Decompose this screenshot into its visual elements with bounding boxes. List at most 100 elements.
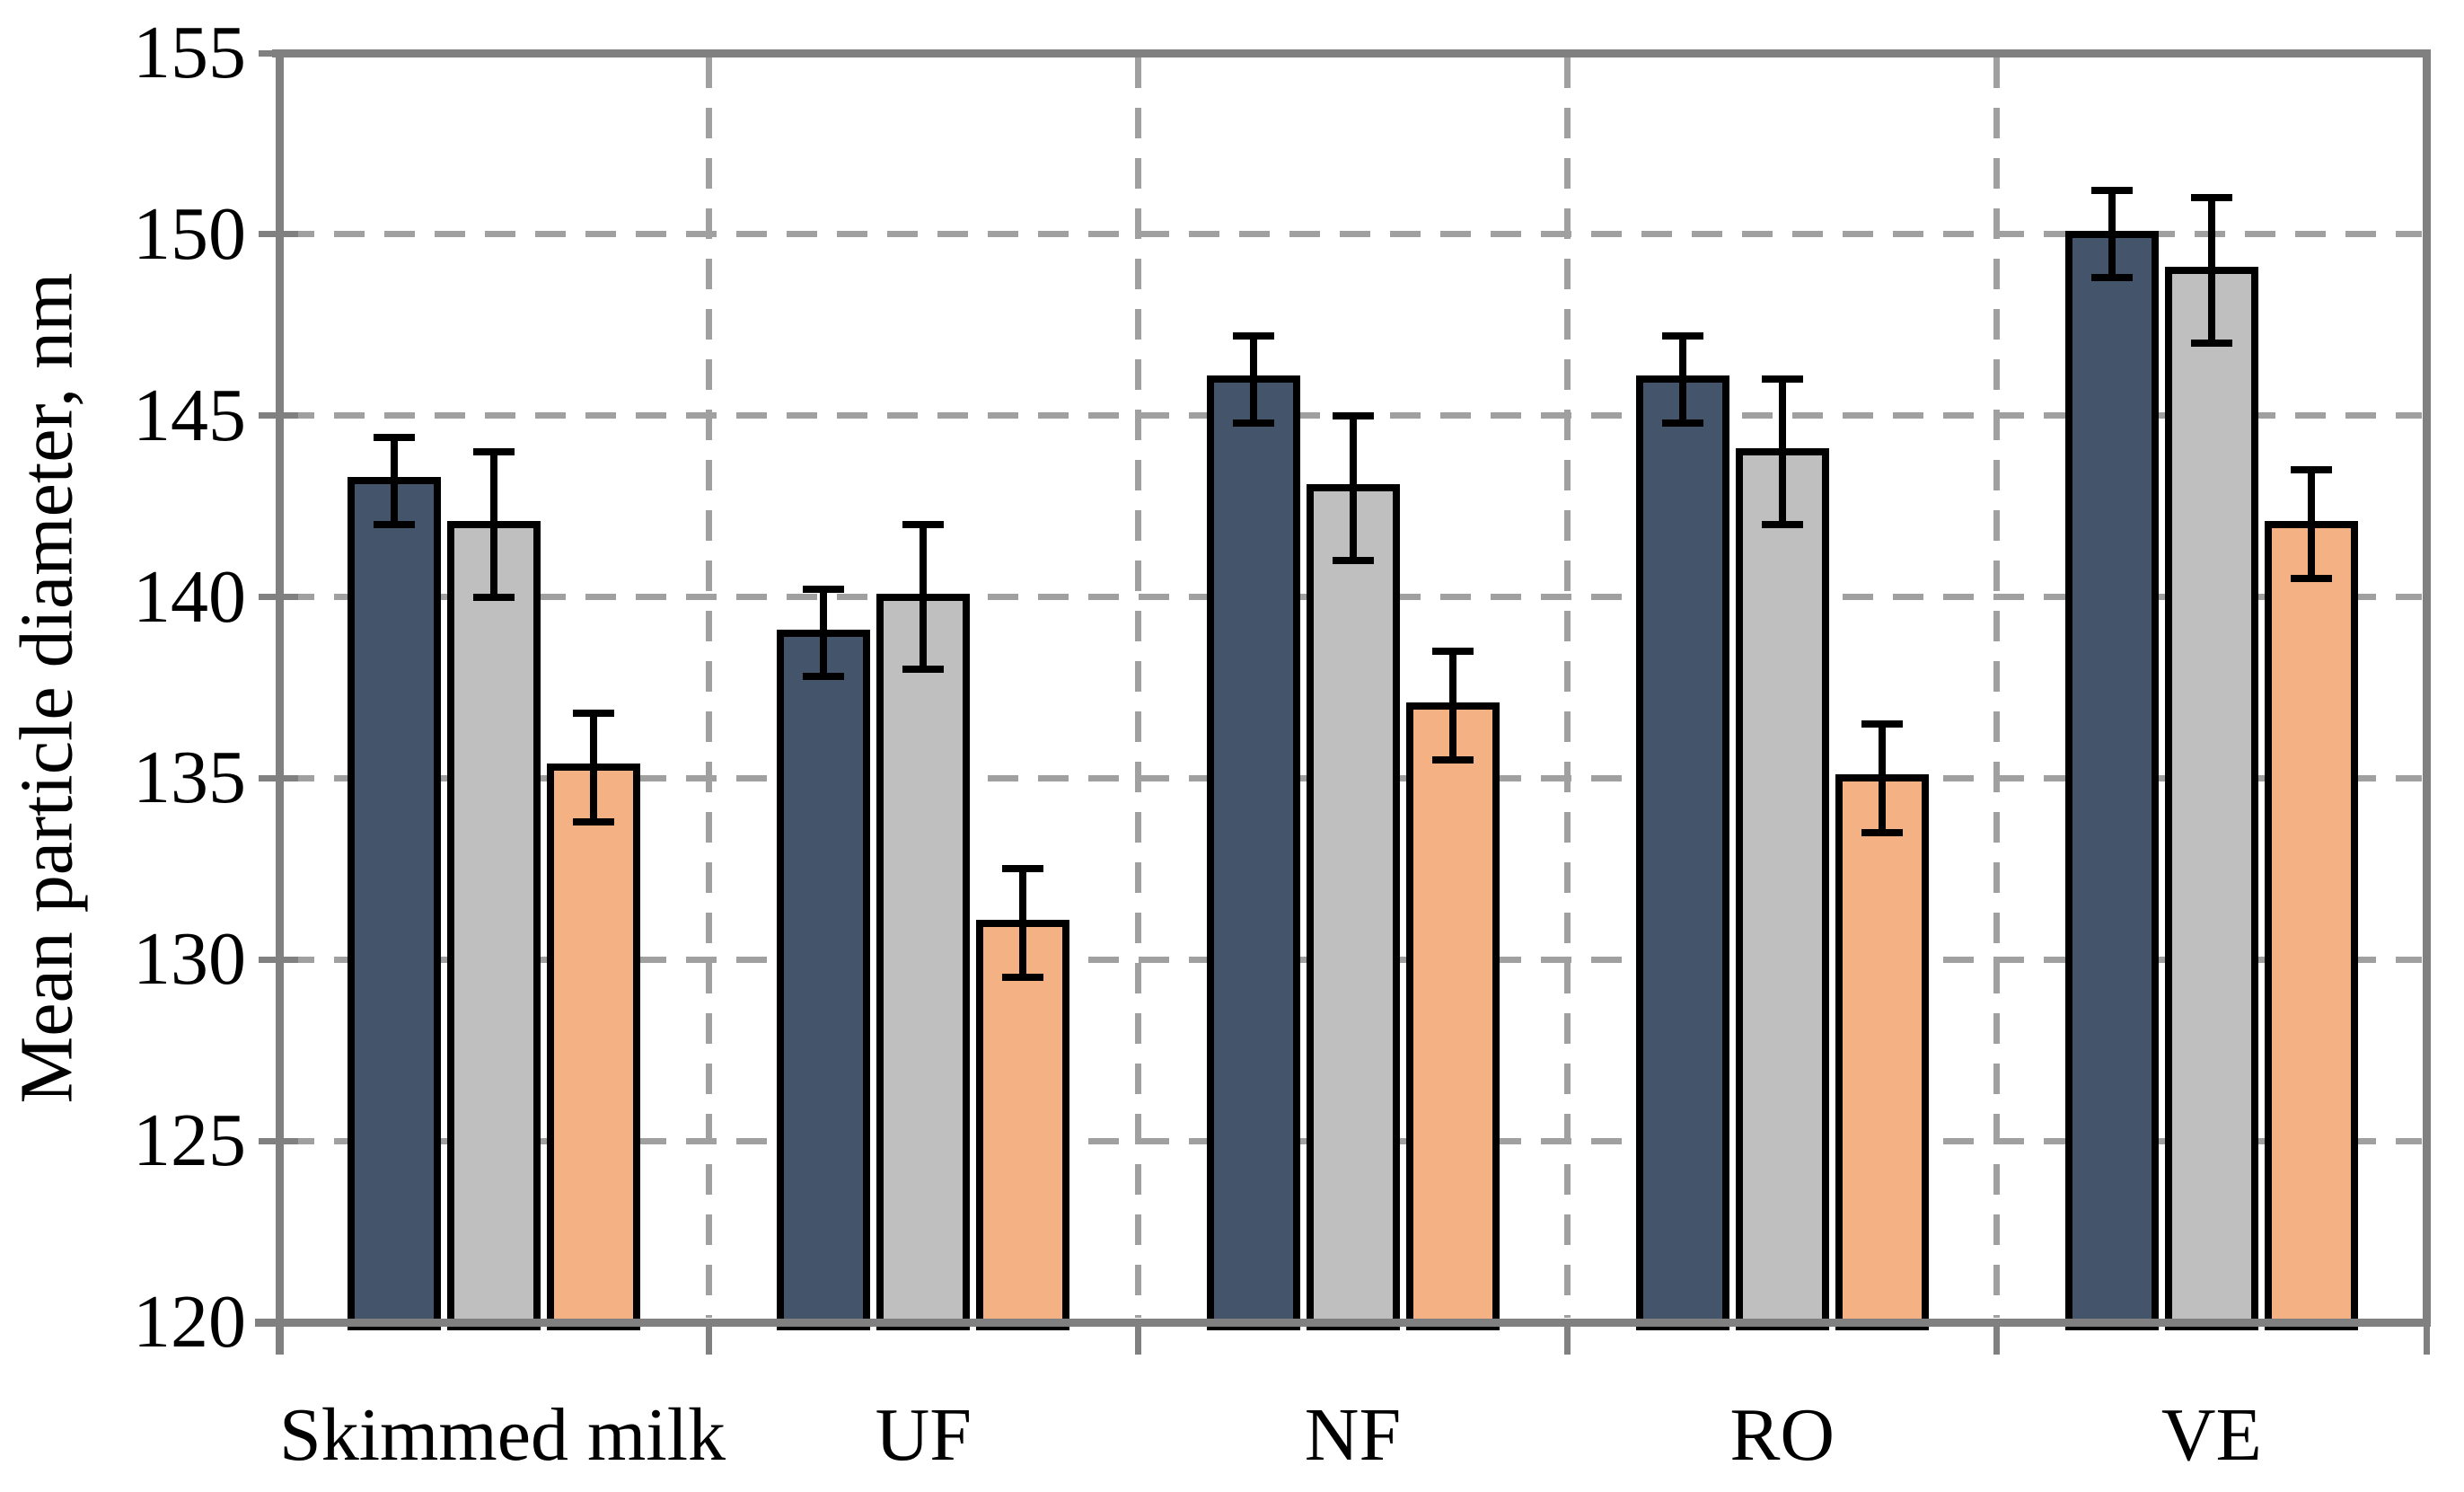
x-category-label: RO <box>1729 1393 1835 1477</box>
bar-dark-blue-4 <box>2064 230 2159 1330</box>
x-category-label: UF <box>875 1393 972 1477</box>
error-bar-vline <box>2207 194 2215 347</box>
y-tick-label: 150 <box>133 191 246 276</box>
error-bar-vline <box>1448 648 1456 764</box>
error-bar-dark-blue-1 <box>803 586 845 681</box>
bar-light-gray-0 <box>447 520 541 1330</box>
error-bar-cap <box>902 520 945 528</box>
error-bar-light-gray-0 <box>473 448 515 601</box>
error-bar-cap <box>2090 274 2133 282</box>
error-bar-cap <box>902 666 945 674</box>
plot-frame-right <box>2422 49 2431 1327</box>
error-bar-cap <box>1431 648 1474 656</box>
error-bar-cap <box>2090 187 2133 195</box>
x-category-label: Skimmed milk <box>279 1393 726 1477</box>
error-bar-cap <box>1761 375 1803 384</box>
error-bar-vline <box>391 433 399 528</box>
error-bar-orange-4 <box>2290 466 2332 583</box>
error-bar-cap <box>1232 331 1274 340</box>
y-tick-label: 120 <box>133 1280 246 1364</box>
error-bar-light-gray-4 <box>2190 194 2232 347</box>
error-bar-vline <box>2307 466 2315 583</box>
y-tick-label: 145 <box>133 373 246 457</box>
error-bar-cap <box>1431 756 1474 764</box>
y-tick-label: 155 <box>133 11 246 94</box>
gridline-vertical-separator <box>1134 57 1141 1318</box>
plot-frame-bottom <box>255 1319 2431 1327</box>
bar-orange-3 <box>1835 774 1929 1330</box>
error-bar-cap <box>374 520 416 528</box>
error-bar-cap <box>1002 974 1044 982</box>
error-bar-vline <box>920 520 928 674</box>
bar-light-gray-3 <box>1735 448 1829 1330</box>
error-bar-vline <box>1778 375 1786 528</box>
error-bar-dark-blue-2 <box>1232 331 1274 427</box>
error-bar-cap <box>2190 194 2232 202</box>
bar-dark-blue-3 <box>1635 375 1729 1330</box>
bar-light-gray-4 <box>2164 267 2258 1330</box>
error-bar-cap <box>1332 557 1374 565</box>
error-bar-vline <box>1249 331 1257 427</box>
error-bar-cap <box>1002 865 1044 873</box>
error-bar-orange-1 <box>1002 865 1044 982</box>
error-bar-vline <box>1349 411 1357 565</box>
error-bar-orange-0 <box>573 709 615 825</box>
bar-dark-blue-2 <box>1206 375 1300 1330</box>
bar-light-gray-1 <box>876 593 971 1330</box>
error-bar-dark-blue-0 <box>374 433 416 528</box>
y-tick-label: 130 <box>133 917 246 1002</box>
error-bar-dark-blue-4 <box>2090 187 2133 282</box>
x-tick-mark <box>2423 1322 2430 1355</box>
x-category-label: VE <box>2160 1393 2262 1477</box>
bar-dark-blue-1 <box>777 629 871 1330</box>
error-bar-cap <box>1661 419 1703 427</box>
error-bar-light-gray-1 <box>902 520 945 674</box>
x-tick-mark <box>1564 1322 1571 1355</box>
bar-light-gray-2 <box>1306 484 1400 1330</box>
gridline-horizontal <box>284 231 2422 238</box>
error-bar-cap <box>803 673 845 681</box>
error-bar-cap <box>2290 466 2332 474</box>
error-bar-light-gray-2 <box>1332 411 1374 565</box>
error-bar-cap <box>2190 339 2232 347</box>
bar-orange-0 <box>547 764 641 1330</box>
error-bar-cap <box>1861 828 1903 836</box>
error-bar-cap <box>573 709 615 717</box>
y-tick-label: 125 <box>133 1099 246 1183</box>
x-tick-mark <box>1993 1322 2001 1355</box>
error-bar-vline <box>1678 331 1686 427</box>
bar-orange-2 <box>1405 702 1500 1330</box>
error-bar-cap <box>2290 575 2332 583</box>
error-bar-vline <box>1878 720 1886 836</box>
x-tick-mark <box>705 1322 712 1355</box>
error-bar-vline <box>490 448 498 601</box>
error-bar-orange-2 <box>1431 648 1474 764</box>
plot-frame-left <box>276 49 284 1355</box>
bar-orange-4 <box>2264 520 2358 1330</box>
plot-frame-top <box>272 49 2431 57</box>
y-tick-label: 135 <box>133 736 246 820</box>
error-bar-cap <box>1332 411 1374 419</box>
x-category-label: NF <box>1304 1393 1402 1477</box>
error-bar-light-gray-3 <box>1761 375 1803 528</box>
error-bar-cap <box>473 593 515 601</box>
error-bar-vline <box>820 586 828 681</box>
error-bar-dark-blue-3 <box>1661 331 1703 427</box>
error-bar-cap <box>1861 720 1903 728</box>
error-bar-vline <box>590 709 598 825</box>
error-bar-vline <box>1019 865 1027 982</box>
bar-orange-1 <box>976 919 1070 1330</box>
error-bar-cap <box>473 448 515 456</box>
error-bar-orange-3 <box>1861 720 1903 836</box>
error-bar-vline <box>2108 187 2116 282</box>
error-bar-cap <box>803 586 845 594</box>
bar-dark-blue-0 <box>348 477 442 1330</box>
error-bar-cap <box>573 817 615 825</box>
gridline-vertical-separator <box>705 57 712 1318</box>
x-tick-mark <box>1134 1322 1141 1355</box>
error-bar-cap <box>1761 520 1803 528</box>
error-bar-cap <box>374 433 416 441</box>
gridline-vertical-separator <box>1993 57 2001 1318</box>
error-bar-cap <box>1232 419 1274 427</box>
